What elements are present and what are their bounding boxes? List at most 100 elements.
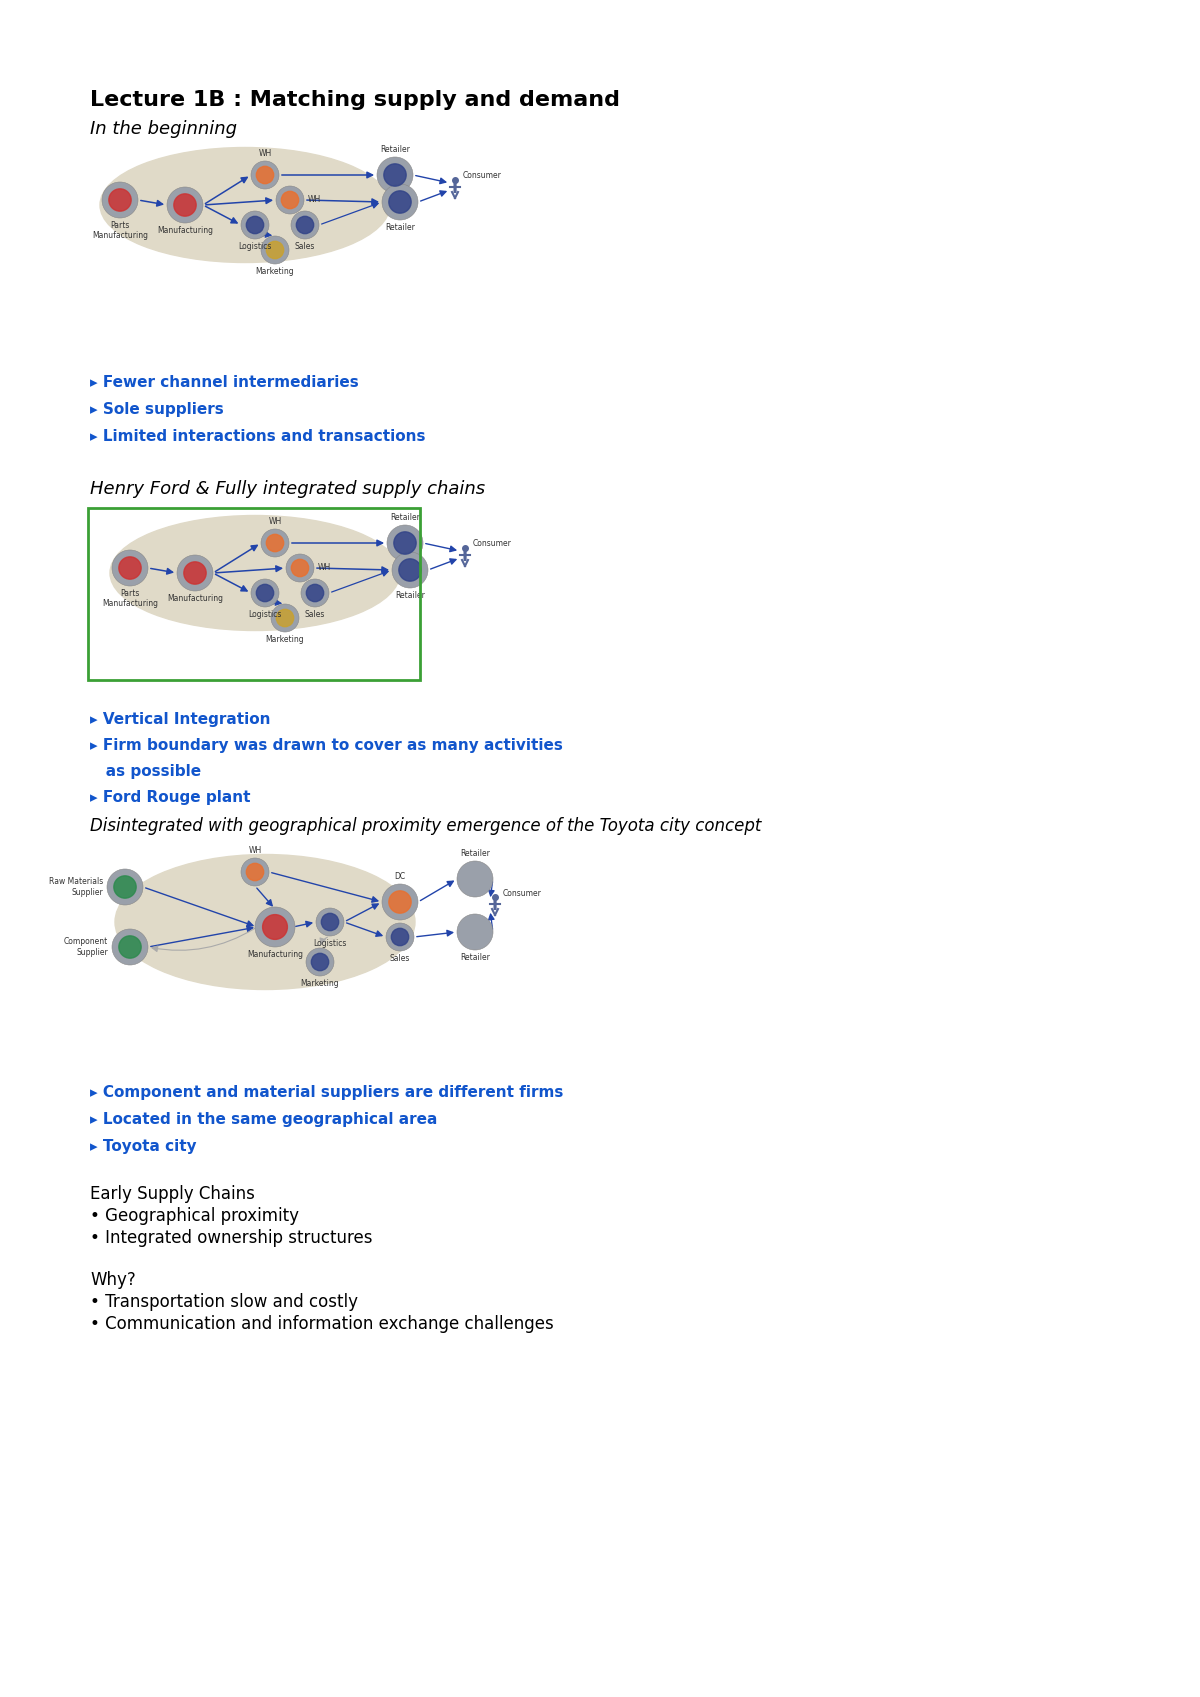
Circle shape	[184, 562, 206, 584]
Circle shape	[377, 158, 413, 193]
Text: Consumer: Consumer	[503, 889, 542, 898]
Text: WH: WH	[318, 563, 331, 572]
Text: Consumer: Consumer	[463, 171, 502, 180]
Text: Logistics: Logistics	[248, 609, 282, 619]
Text: Marketing: Marketing	[265, 635, 305, 643]
Circle shape	[296, 216, 313, 234]
Circle shape	[119, 557, 142, 579]
Text: Manufacturing: Manufacturing	[247, 950, 302, 959]
Text: WH: WH	[258, 149, 271, 158]
Circle shape	[392, 552, 428, 587]
Circle shape	[257, 166, 274, 183]
Text: ▸ Limited interactions and transactions: ▸ Limited interactions and transactions	[90, 429, 426, 445]
Circle shape	[386, 923, 414, 950]
Text: ▸ Fewer channel intermediaries: ▸ Fewer channel intermediaries	[90, 375, 359, 390]
Ellipse shape	[110, 516, 400, 631]
Circle shape	[394, 531, 416, 555]
Text: ▸ Component and material suppliers are different firms: ▸ Component and material suppliers are d…	[90, 1084, 563, 1100]
Text: ▸ Located in the same geographical area: ▸ Located in the same geographical area	[90, 1112, 437, 1127]
Circle shape	[384, 165, 406, 187]
Text: Early Supply Chains: Early Supply Chains	[90, 1185, 254, 1203]
Text: Sales: Sales	[390, 954, 410, 962]
Circle shape	[457, 915, 493, 950]
Text: Why?: Why?	[90, 1271, 136, 1290]
Text: Logistics: Logistics	[239, 243, 271, 251]
Text: ▸ Firm boundary was drawn to cover as many activities: ▸ Firm boundary was drawn to cover as ma…	[90, 738, 563, 753]
Circle shape	[102, 182, 138, 217]
Text: I: I	[462, 546, 468, 565]
Circle shape	[382, 183, 418, 221]
Text: ▸ Vertical Integration: ▸ Vertical Integration	[90, 713, 270, 726]
Text: Consumer: Consumer	[473, 540, 512, 548]
Text: • Transportation slow and costly: • Transportation slow and costly	[90, 1293, 358, 1312]
Circle shape	[241, 210, 269, 239]
Text: Retailer: Retailer	[385, 222, 415, 232]
Circle shape	[306, 949, 334, 976]
Text: Raw Materials
Supplier: Raw Materials Supplier	[49, 877, 103, 896]
Text: Retailer: Retailer	[460, 848, 490, 859]
Circle shape	[457, 860, 493, 898]
Circle shape	[281, 192, 299, 209]
Text: Sales: Sales	[305, 609, 325, 619]
Text: Sales: Sales	[295, 243, 316, 251]
Text: • Integrated ownership structures: • Integrated ownership structures	[90, 1229, 372, 1247]
Text: DC: DC	[395, 872, 406, 881]
Text: I: I	[492, 896, 498, 915]
Circle shape	[246, 216, 264, 234]
Text: WH: WH	[308, 195, 322, 205]
Circle shape	[276, 609, 294, 626]
Circle shape	[262, 529, 289, 557]
Text: ▸ Sole suppliers: ▸ Sole suppliers	[90, 402, 223, 417]
Circle shape	[107, 869, 143, 905]
Circle shape	[178, 555, 214, 591]
Ellipse shape	[100, 148, 390, 263]
Circle shape	[119, 935, 142, 959]
Text: Parts
Manufacturing: Parts Manufacturing	[92, 221, 148, 241]
Text: ▸ Toyota city: ▸ Toyota city	[90, 1139, 197, 1154]
Circle shape	[322, 913, 338, 930]
Circle shape	[174, 193, 196, 216]
Text: WH: WH	[269, 518, 282, 526]
Circle shape	[241, 859, 269, 886]
Circle shape	[263, 915, 288, 940]
Text: Disintegrated with geographical proximity emergence of the Toyota city concept: Disintegrated with geographical proximit…	[90, 816, 761, 835]
Bar	[88, 507, 420, 680]
Text: Manufacturing: Manufacturing	[157, 226, 214, 234]
Circle shape	[251, 161, 278, 188]
Text: Marketing: Marketing	[256, 266, 294, 277]
Circle shape	[257, 584, 274, 602]
Text: Retailer: Retailer	[380, 144, 410, 154]
Text: Marketing: Marketing	[301, 979, 340, 988]
Text: Logistics: Logistics	[313, 938, 347, 949]
Text: as possible: as possible	[90, 764, 202, 779]
Circle shape	[398, 558, 421, 580]
Circle shape	[301, 579, 329, 608]
Circle shape	[112, 550, 148, 585]
Circle shape	[316, 908, 344, 937]
Circle shape	[382, 884, 418, 920]
Text: In the beginning: In the beginning	[90, 120, 238, 137]
Text: Retailer: Retailer	[460, 954, 490, 962]
Circle shape	[464, 867, 486, 891]
Text: • Geographical proximity: • Geographical proximity	[90, 1207, 299, 1225]
Circle shape	[112, 928, 148, 966]
Circle shape	[114, 876, 136, 898]
Circle shape	[389, 190, 412, 214]
Text: Retailer: Retailer	[395, 591, 425, 601]
Circle shape	[306, 584, 324, 602]
Circle shape	[251, 579, 278, 608]
Text: Component
Supplier: Component Supplier	[64, 937, 108, 957]
Circle shape	[386, 524, 424, 562]
Text: WH: WH	[248, 847, 262, 855]
Circle shape	[286, 553, 314, 582]
Circle shape	[266, 535, 283, 552]
Circle shape	[271, 604, 299, 631]
Circle shape	[464, 921, 486, 944]
Text: Henry Ford & Fully integrated supply chains: Henry Ford & Fully integrated supply cha…	[90, 480, 485, 497]
Ellipse shape	[115, 855, 415, 989]
Text: I: I	[452, 178, 458, 197]
Circle shape	[167, 187, 203, 222]
Text: ▸ Ford Rouge plant: ▸ Ford Rouge plant	[90, 791, 251, 804]
Circle shape	[391, 928, 409, 945]
Text: Manufacturing: Manufacturing	[167, 594, 223, 602]
